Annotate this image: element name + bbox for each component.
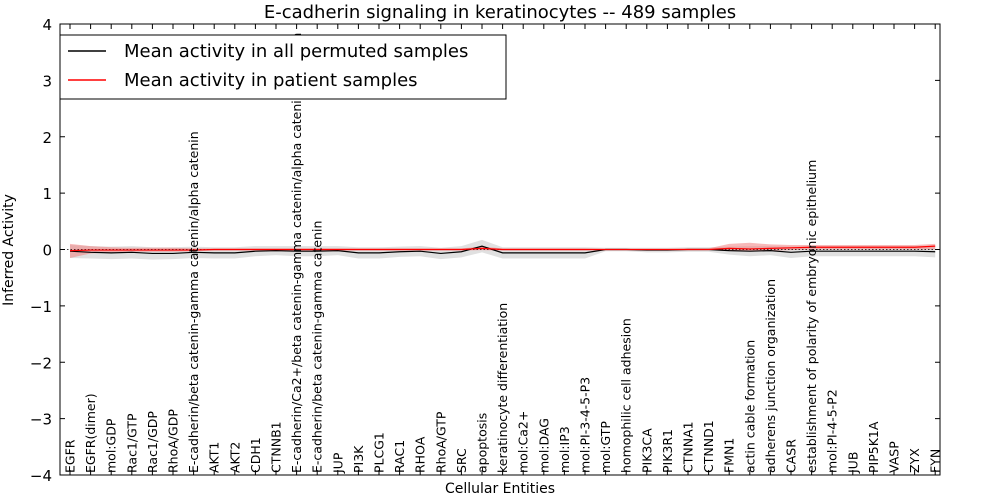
x-tick-label: RhoA/GTP (433, 411, 448, 473)
x-tick-label: JUB (845, 452, 860, 474)
x-tick-label: RAC1 (392, 440, 407, 473)
x-tick-label: CDH1 (248, 437, 263, 473)
x-tick-label: mol:IP3 (557, 426, 572, 473)
x-tick-label: JUP (330, 452, 345, 474)
x-tick-label: SRC (454, 448, 469, 473)
y-tick-label: −3 (30, 411, 52, 429)
x-tick-label: Rac1/GTP (124, 413, 139, 473)
x-tick-label: RHOA (413, 436, 428, 473)
x-tick-label: keratinocyte differentiation (495, 303, 510, 473)
x-tick-label: CTNNA1 (681, 421, 696, 473)
legend: Mean activity in all permuted samples Me… (59, 34, 507, 100)
legend-frame (59, 34, 507, 100)
y-tick-label: 3 (42, 72, 52, 90)
x-axis-label: Cellular Entities (445, 481, 555, 497)
x-tick-label: AKT2 (227, 442, 242, 473)
x-tick-label: mol:PI-3-4-5-P3 (578, 377, 593, 473)
series-line-permuted (69, 245, 936, 255)
x-tick-label: Rac1/GDP (145, 411, 160, 473)
x-tick-label: EGFR(dimer) (83, 393, 98, 473)
x-tick-label: VASP (887, 441, 902, 473)
x-tick-label: adherens junction organization (763, 279, 778, 473)
x-tick-label: E-cadherin/Ca2+/beta catenin-gamma caten… (289, 33, 304, 473)
legend-label-patient: Mean activity in patient samples (124, 70, 418, 91)
y-tick-label: −2 (30, 354, 52, 372)
x-tick-label: AKT1 (207, 442, 222, 473)
series-line-patient (69, 245, 936, 252)
x-tick-label: mol:Ca2+ (516, 411, 531, 473)
x-tick-label: PLCG1 (372, 432, 387, 473)
x-tick-label: E-cadherin/beta catenin-gamma catenin (310, 221, 325, 473)
y-tick-label: −4 (30, 467, 52, 485)
y-tick-label: 2 (42, 129, 52, 147)
x-tick-label: CTNND1 (701, 420, 716, 473)
chart-title: E-cadherin signaling in keratinocytes --… (264, 2, 736, 23)
x-tick-label: PI3K (351, 445, 366, 473)
x-tick-label: CASR (784, 439, 799, 473)
confidence-band-patient (70, 242, 936, 258)
x-tick-label: homophilic cell adhesion (619, 318, 634, 473)
x-tick-label: PIK3CA (639, 428, 654, 473)
x-tick-label: mol:GDP (104, 418, 119, 473)
x-tick-label: CTNNB1 (269, 421, 284, 473)
x-tick-label: apoptosis (475, 413, 490, 473)
x-tick-label: PIK3R1 (660, 429, 675, 473)
x-tick-label: E-cadherin/beta catenin-gamma catenin/al… (186, 131, 201, 473)
x-tick-label: mol:DAG (536, 418, 551, 473)
axes: −4 −3 −2 −1 0 1 2 3 4 (30, 16, 941, 485)
x-tick-label: actin cable formation (742, 340, 757, 473)
y-axis-label: Inferred Activity (1, 194, 17, 306)
x-tick-label: FYN (928, 449, 943, 473)
y-tick-label: −1 (30, 298, 52, 316)
x-tick-label: PIP5K1A (866, 421, 881, 473)
x-tick-labels: EGFR EGFR(dimer) mol:GDP Rac1/GTP Rac1/GDP Rh… (63, 33, 943, 474)
x-tick-label: establishment of polarity of embryonic e… (804, 160, 819, 473)
legend-label-permuted: Mean activity in all permuted samples (124, 41, 468, 62)
x-tick-label: EGFR (63, 439, 78, 473)
x-tick-label: RhoA/GDP (166, 409, 181, 473)
x-tick-label: FMN1 (722, 438, 737, 473)
y-tick-label: 0 (42, 242, 52, 260)
x-tick-label: mol:GTP (598, 421, 613, 473)
y-tick-label: 4 (42, 16, 52, 34)
x-tick-label: ZYX (907, 448, 922, 473)
x-tick-label: mol:PI-4-5-P2 (825, 389, 840, 473)
plot-area (60, 239, 940, 260)
y-tick-label: 1 (42, 185, 52, 203)
